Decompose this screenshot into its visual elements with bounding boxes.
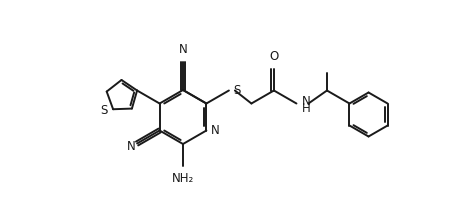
Text: O: O [269, 50, 278, 62]
Text: S: S [232, 84, 240, 97]
Text: H: H [301, 102, 309, 115]
Text: S: S [101, 104, 108, 117]
Text: N: N [301, 95, 309, 108]
Text: N: N [126, 141, 135, 154]
Text: N: N [178, 43, 187, 56]
Text: N: N [210, 124, 219, 137]
Text: NH₂: NH₂ [171, 172, 193, 185]
